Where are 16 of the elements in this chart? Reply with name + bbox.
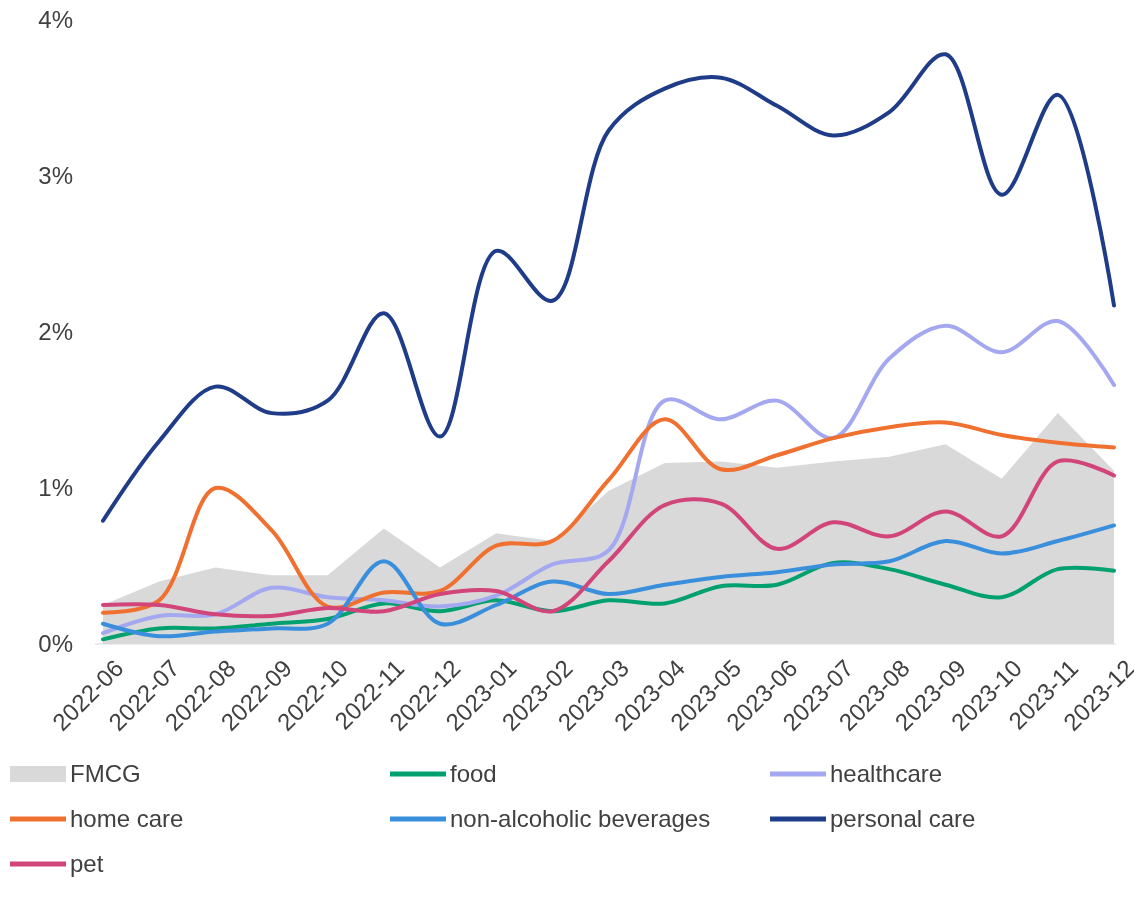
legend-label: FMCG bbox=[70, 760, 141, 788]
legend-label: personal care bbox=[830, 805, 976, 833]
line-series bbox=[101, 52, 1116, 523]
y-tick-label: 4% bbox=[38, 6, 73, 34]
y-tick-label: 2% bbox=[38, 318, 73, 346]
y-tick-label: 0% bbox=[38, 630, 73, 658]
legend-label: pet bbox=[70, 850, 104, 878]
legend-label: non-alcoholic beverages bbox=[450, 805, 711, 833]
legend-label: food bbox=[450, 760, 497, 788]
legend-label: home care bbox=[70, 805, 184, 833]
line-series bbox=[101, 458, 1116, 619]
line-series bbox=[101, 523, 1116, 639]
y-tick-label: 1% bbox=[38, 474, 73, 502]
legend-label: healthcare bbox=[830, 760, 943, 788]
line-series bbox=[101, 319, 1116, 636]
y-tick-label: 3% bbox=[38, 162, 73, 190]
